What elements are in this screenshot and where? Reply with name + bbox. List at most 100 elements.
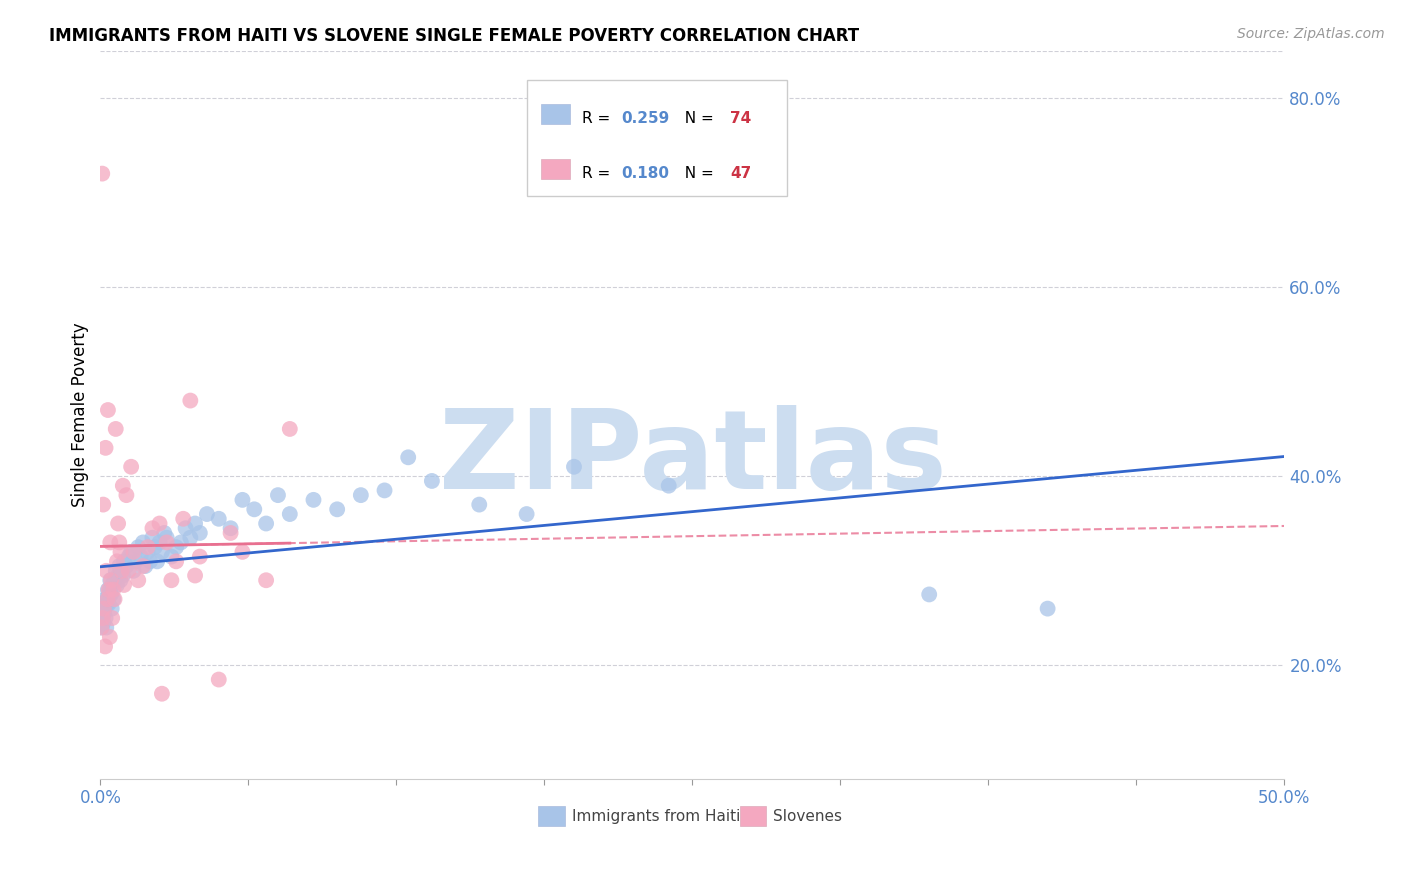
Point [254, 516, 277, 531]
Point [156, 535, 179, 549]
Point [141, 531, 163, 545]
Point [100, 601, 122, 615]
Point [188, 525, 211, 540]
Point [122, 564, 145, 578]
Point [90, 621, 112, 635]
Text: R =: R = [582, 111, 616, 126]
Point [91, 601, 114, 615]
Point [195, 507, 218, 521]
Point [562, 459, 585, 474]
Point [100, 587, 122, 601]
Text: N =: N = [675, 166, 718, 180]
Point [91, 498, 114, 512]
Point [396, 450, 419, 465]
Point [111, 478, 134, 492]
FancyBboxPatch shape [538, 805, 565, 826]
Point [420, 474, 443, 488]
Point [115, 559, 138, 574]
Text: Slovenes: Slovenes [773, 809, 842, 824]
Point [112, 554, 135, 568]
Point [658, 478, 681, 492]
Point [90, 621, 112, 635]
Point [243, 502, 266, 516]
Point [153, 525, 176, 540]
Point [93, 601, 115, 615]
Point [104, 564, 127, 578]
Point [127, 574, 149, 588]
FancyBboxPatch shape [541, 159, 571, 178]
Point [373, 483, 395, 498]
Point [94, 441, 117, 455]
Point [148, 535, 170, 549]
Point [98, 535, 121, 549]
Point [1036, 601, 1059, 615]
Point [94, 592, 117, 607]
Point [107, 516, 129, 531]
Point [107, 568, 129, 582]
Point [97, 403, 120, 417]
Point [179, 393, 201, 408]
Point [91, 615, 114, 630]
Point [97, 582, 120, 597]
Point [110, 545, 132, 559]
Point [105, 578, 128, 592]
Text: 74: 74 [730, 111, 752, 126]
Point [118, 549, 141, 564]
Point [170, 535, 193, 549]
Point [111, 564, 134, 578]
Point [254, 574, 277, 588]
Point [96, 592, 118, 607]
Point [120, 459, 142, 474]
Text: IMMIGRANTS FROM HAITI VS SLOVENE SINGLE FEMALE POVERTY CORRELATION CHART: IMMIGRANTS FROM HAITI VS SLOVENE SINGLE … [49, 27, 859, 45]
Point [184, 568, 207, 582]
Point [91, 167, 114, 181]
Point [231, 492, 253, 507]
Point [160, 549, 183, 564]
Point [188, 549, 211, 564]
Point [98, 630, 121, 644]
Point [94, 611, 117, 625]
Text: R =: R = [582, 166, 616, 180]
FancyBboxPatch shape [541, 104, 571, 124]
Point [136, 540, 159, 554]
Point [97, 597, 120, 611]
Point [101, 578, 124, 592]
Point [160, 574, 183, 588]
Y-axis label: Single Female Poverty: Single Female Poverty [72, 322, 89, 507]
Point [208, 512, 231, 526]
Point [96, 564, 118, 578]
Point [174, 521, 197, 535]
Point [125, 554, 148, 568]
Point [110, 574, 132, 588]
Point [111, 564, 134, 578]
Point [172, 512, 194, 526]
Text: N =: N = [675, 111, 718, 126]
FancyBboxPatch shape [740, 805, 766, 826]
Point [108, 559, 131, 574]
Point [112, 578, 135, 592]
Point [165, 554, 187, 568]
Point [302, 492, 325, 507]
Point [104, 422, 127, 436]
Point [231, 545, 253, 559]
Point [139, 554, 162, 568]
Point [141, 521, 163, 535]
Point [132, 559, 155, 574]
FancyBboxPatch shape [527, 79, 787, 196]
Point [120, 545, 142, 559]
Point [219, 525, 242, 540]
Point [326, 502, 349, 516]
Point [127, 540, 149, 554]
Point [278, 422, 301, 436]
Point [96, 592, 118, 607]
Point [267, 488, 290, 502]
Point [918, 587, 941, 601]
Point [115, 488, 138, 502]
Point [146, 554, 169, 568]
Point [108, 535, 131, 549]
Point [143, 540, 166, 554]
Point [148, 516, 170, 531]
Point [179, 531, 201, 545]
Point [184, 516, 207, 531]
Point [350, 488, 373, 502]
